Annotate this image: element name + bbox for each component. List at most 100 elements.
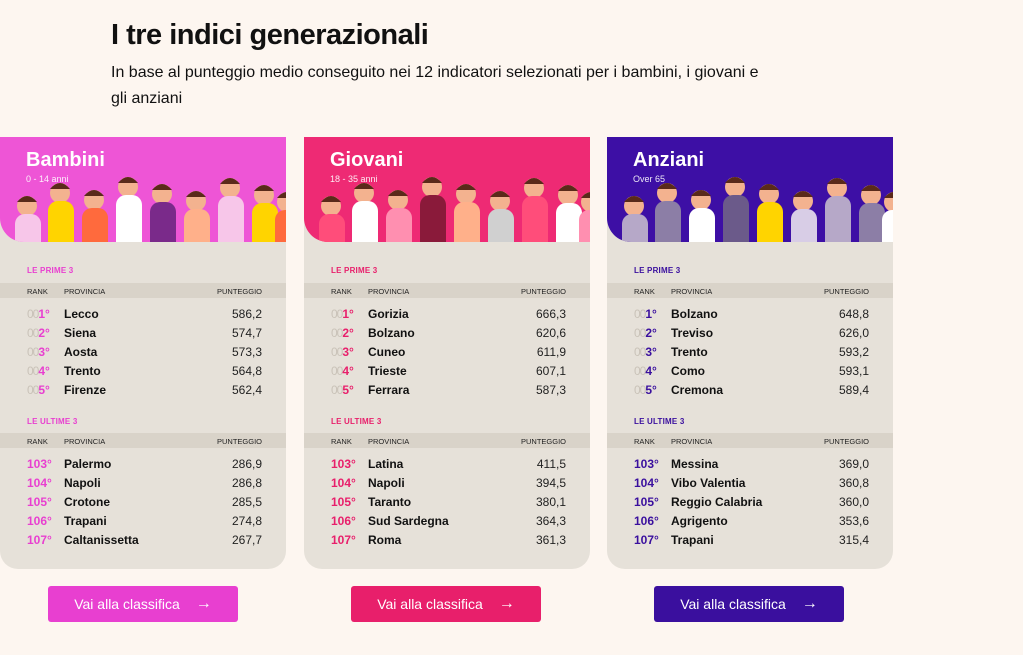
province-cell: Napoli: [64, 476, 101, 490]
table-row: 105° Reggio Calabria 360,0: [607, 492, 893, 511]
card-title: Bambini: [26, 149, 105, 171]
rank-cell: 106°: [634, 514, 659, 528]
score-header: PUNTEGGIO: [823, 287, 869, 296]
table-row: 005° Ferrara 587,3: [304, 380, 590, 399]
table-row: 106° Sud Sardegna 364,3: [304, 511, 590, 530]
table-row: 003° Aosta 573,3: [0, 342, 286, 361]
rank-cell: 005°: [27, 383, 50, 397]
province-cell: Taranto: [368, 495, 412, 509]
view-ranking-button-giovani[interactable]: Vai alla classifica →: [351, 586, 541, 622]
rank-cell: 103°: [634, 457, 659, 471]
table-row: 107° Trapani 315,4: [607, 530, 893, 549]
table-row: 004° Trieste 607,1: [304, 361, 590, 380]
rank-cell: 104°: [634, 476, 659, 490]
score-cell: 286,8: [231, 476, 262, 490]
rank-cell: 003°: [634, 345, 657, 359]
table-row: 104° Vibo Valentia 360,8: [607, 473, 893, 492]
card-title: Giovani: [330, 149, 404, 171]
rank-cell: 001°: [634, 307, 657, 321]
province-cell: Reggio Calabria: [671, 495, 763, 509]
score-cell: 593,1: [838, 364, 869, 378]
province-cell: Lecco: [64, 307, 99, 321]
rank-cell: 105°: [634, 495, 659, 509]
score-cell: 562,4: [231, 383, 262, 397]
score-header: PUNTEGGIO: [216, 437, 262, 446]
button-label: Vai alla classifica: [74, 596, 180, 612]
score-cell: 564,8: [231, 364, 262, 378]
table-row: 105° Crotone 285,5: [0, 492, 286, 511]
arrow-right-icon: →: [801, 595, 818, 612]
score-cell: 285,5: [231, 495, 262, 509]
rank-cell: 105°: [331, 495, 356, 509]
rank-cell: 107°: [634, 533, 659, 547]
table-row: 003° Trento 593,2: [607, 342, 893, 361]
rank-cell: 104°: [27, 476, 52, 490]
score-cell: 353,6: [838, 514, 869, 528]
table-row: 004° Como 593,1: [607, 361, 893, 380]
top-section-label: LE PRIME 3: [27, 266, 74, 275]
rank-cell: 105°: [27, 495, 52, 509]
table-row: 002° Bolzano 620,6: [304, 323, 590, 342]
arrow-right-icon: →: [195, 595, 212, 612]
province-cell: Caltanissetta: [64, 533, 139, 547]
score-cell: 286,9: [231, 457, 262, 471]
page-header: I tre indici generazionali In base al pu…: [111, 18, 811, 112]
province-cell: Trento: [64, 364, 101, 378]
province-cell: Roma: [368, 533, 402, 547]
rank-header: RANK: [634, 287, 655, 296]
score-cell: 573,3: [231, 345, 262, 359]
arrow-right-icon: →: [498, 595, 515, 612]
view-ranking-button-anziani[interactable]: Vai alla classifica →: [654, 586, 844, 622]
card-bambini: Bambini 0 - 14 anni LE PRIME 3 RANK PROV…: [0, 137, 286, 569]
table-row: 005° Cremona 589,4: [607, 380, 893, 399]
province-cell: Aosta: [64, 345, 98, 359]
table-row: 001° Gorizia 666,3: [304, 304, 590, 323]
province-cell: Trieste: [368, 364, 407, 378]
province-cell: Bolzano: [368, 326, 415, 340]
score-header: PUNTEGGIO: [823, 437, 869, 446]
column-header: RANK PROVINCIA PUNTEGGIO: [304, 283, 590, 298]
table-row: 001° Bolzano 648,8: [607, 304, 893, 323]
card-age-range: 18 - 35 anni: [330, 174, 378, 184]
province-header: PROVINCIA: [64, 437, 106, 446]
card-age-range: 0 - 14 anni: [26, 174, 69, 184]
score-cell: 587,3: [535, 383, 566, 397]
score-cell: 589,4: [838, 383, 869, 397]
bottom-section-label: LE ULTIME 3: [634, 417, 685, 426]
card-anziani: Anziani Over 65 LE PRIME 3 RANK PROVINCI…: [607, 137, 893, 569]
rank-header: RANK: [27, 287, 48, 296]
province-header: PROVINCIA: [368, 287, 410, 296]
rank-header: RANK: [634, 437, 655, 446]
table-row: 107° Roma 361,3: [304, 530, 590, 549]
card-banner: Anziani Over 65: [607, 137, 893, 242]
province-cell: Napoli: [368, 476, 405, 490]
column-header: RANK PROVINCIA PUNTEGGIO: [607, 433, 893, 448]
rank-cell: 003°: [27, 345, 50, 359]
button-label: Vai alla classifica: [377, 596, 483, 612]
table-row: 004° Trento 564,8: [0, 361, 286, 380]
province-header: PROVINCIA: [671, 287, 713, 296]
page-subtitle: In base al punteggio medio conseguito ne…: [111, 64, 759, 107]
score-header: PUNTEGGIO: [216, 287, 262, 296]
rank-cell: 004°: [331, 364, 354, 378]
table-row: 103° Messina 369,0: [607, 454, 893, 473]
score-cell: 586,2: [231, 307, 262, 321]
score-cell: 574,7: [231, 326, 262, 340]
province-cell: Bolzano: [671, 307, 718, 321]
province-header: PROVINCIA: [368, 437, 410, 446]
table-row: 104° Napoli 286,8: [0, 473, 286, 492]
rank-cell: 002°: [331, 326, 354, 340]
score-cell: 267,7: [231, 533, 262, 547]
card-age-range: Over 65: [633, 174, 666, 184]
province-cell: Crotone: [64, 495, 110, 509]
province-cell: Ferrara: [368, 383, 410, 397]
province-cell: Siena: [64, 326, 97, 340]
rank-cell: 005°: [634, 383, 657, 397]
view-ranking-button-bambini[interactable]: Vai alla classifica →: [48, 586, 238, 622]
rank-cell: 106°: [331, 514, 356, 528]
province-cell: Messina: [671, 457, 719, 471]
table-row: 002° Siena 574,7: [0, 323, 286, 342]
province-cell: Treviso: [671, 326, 714, 340]
table-row: 003° Cuneo 611,9: [304, 342, 590, 361]
card-banner: Bambini 0 - 14 anni: [0, 137, 286, 242]
